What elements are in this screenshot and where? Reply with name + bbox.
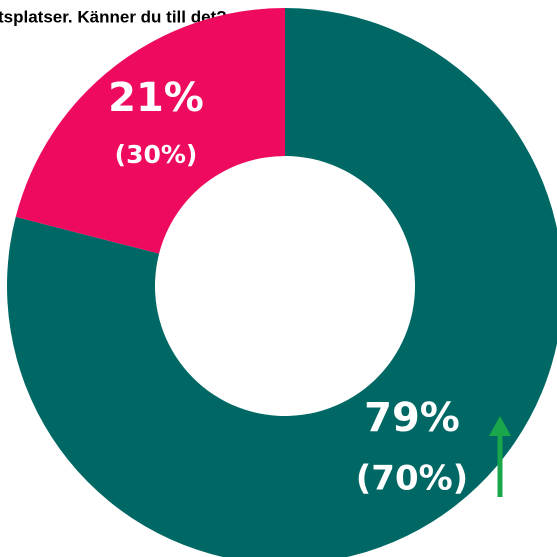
value-label: 21% <box>108 75 204 121</box>
donut <box>7 8 557 557</box>
previous-value-label: (70%) <box>356 459 468 499</box>
labels: 79% (70%) 21% (30%) <box>108 75 468 499</box>
chart-title: tsplatser. Känner du till det? <box>0 7 227 26</box>
previous-value-label: (30%) <box>115 140 198 169</box>
donut-slice <box>15 8 285 254</box>
arrow-head <box>489 416 511 436</box>
trend-arrow <box>489 416 511 497</box>
value-label: 79% <box>364 395 460 441</box>
donut-slice <box>7 8 557 557</box>
